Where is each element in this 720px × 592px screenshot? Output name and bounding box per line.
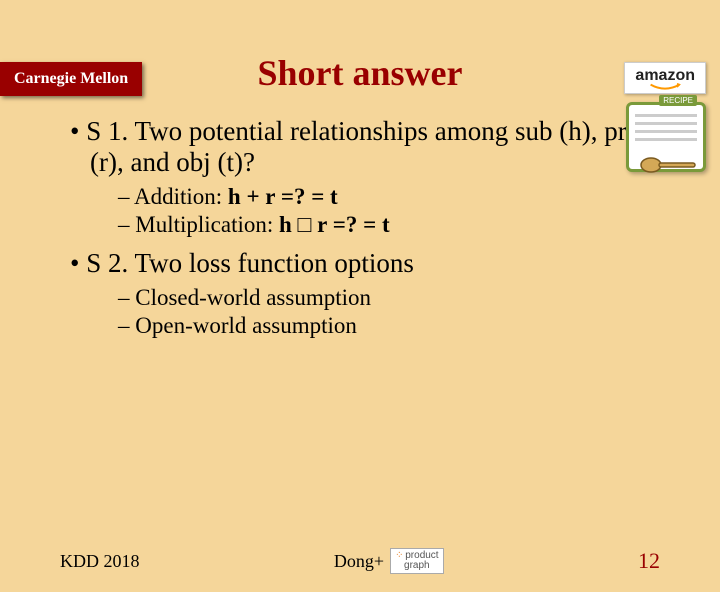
- s1-sub2-prefix: – Multiplication:: [118, 212, 279, 237]
- bullet-s1: S 1. Two potential relationships among s…: [60, 116, 660, 178]
- footer: KDD 2018 Dong+ ⁘ product graph 12: [0, 548, 720, 574]
- logo-text-bottom: graph: [404, 560, 430, 571]
- recipe-tab: RECIPE: [659, 95, 697, 106]
- page-number: 12: [638, 548, 660, 574]
- product-graph-logo: ⁘ product graph: [390, 548, 444, 574]
- footer-left: KDD 2018: [60, 551, 140, 572]
- amazon-badge: amazon: [624, 62, 706, 94]
- slide-content: S 1. Two potential relationships among s…: [60, 116, 660, 339]
- footer-center: Dong+ ⁘ product graph: [140, 548, 639, 574]
- recipe-card-icon: RECIPE: [626, 102, 706, 172]
- bullet-s2: S 2. Two loss function options: [60, 248, 660, 279]
- bullet-s2-sub2: – Open-world assumption: [118, 313, 660, 339]
- spoon-icon: [639, 155, 699, 175]
- s1-sub1-prefix: – Addition:: [118, 184, 228, 209]
- amazon-text: amazon: [635, 67, 695, 84]
- amazon-smile-icon: [646, 83, 684, 91]
- bullet-s1-sub2: – Multiplication: h □ r =? = t: [118, 212, 660, 238]
- cmu-badge: Carnegie Mellon: [0, 62, 142, 96]
- footer-author: Dong+: [334, 551, 384, 572]
- s1-sub2-formula: h □ r =? = t: [279, 212, 390, 237]
- bullet-s1-sub1: – Addition: h + r =? = t: [118, 184, 660, 210]
- recipe-lines: [633, 114, 699, 141]
- bullet-s2-sub1: – Closed-world assumption: [118, 285, 660, 311]
- s1-sub1-formula: h + r =? = t: [228, 184, 338, 209]
- logo-dots-icon: ⁘: [395, 550, 402, 561]
